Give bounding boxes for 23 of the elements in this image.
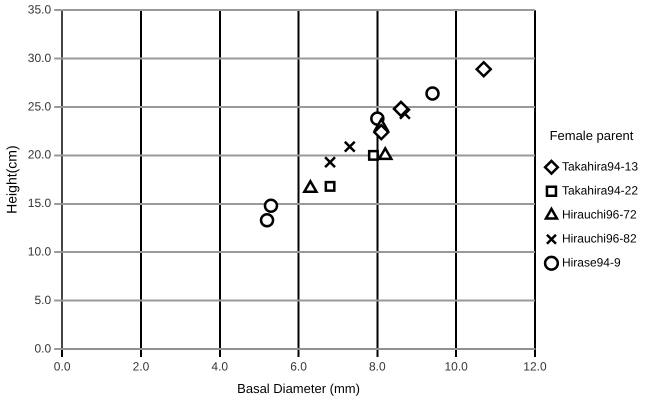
y-tick-label: 10.0 [28,244,52,259]
y-tick-label: 25.0 [28,99,52,114]
x-tick-label: 2.0 [132,360,150,374]
legend-label: Hirauchi96-82 [562,232,637,246]
legend-label: Hirase94-9 [562,256,621,270]
x-tick-label: 10.0 [444,360,468,374]
y-tick-label: 15.0 [28,196,52,210]
x-tick-label: 12.0 [523,360,547,374]
y-axis-title: Height(cm) [3,145,20,214]
legend-title: Female parent [550,128,634,143]
legend-label: Takahira94-13 [562,160,638,174]
x-tick-label: 4.0 [211,360,228,374]
y-tick-label: 0.0 [34,341,52,356]
legend-label: Takahira94-22 [562,184,638,198]
y-tick-label: 5.0 [34,292,52,307]
x-axis-title: Basal Diameter (mm) [237,380,360,396]
x-tick-label: 6.0 [290,360,308,374]
y-tick-label: 20.0 [28,148,52,162]
y-tick-label: 35.0 [28,2,52,17]
y-tick-label: 30.0 [28,50,52,65]
x-tick-label: 8.0 [369,360,386,374]
x-tick-label: 0.0 [54,360,71,374]
legend-label: Hirauchi96-72 [562,208,637,222]
